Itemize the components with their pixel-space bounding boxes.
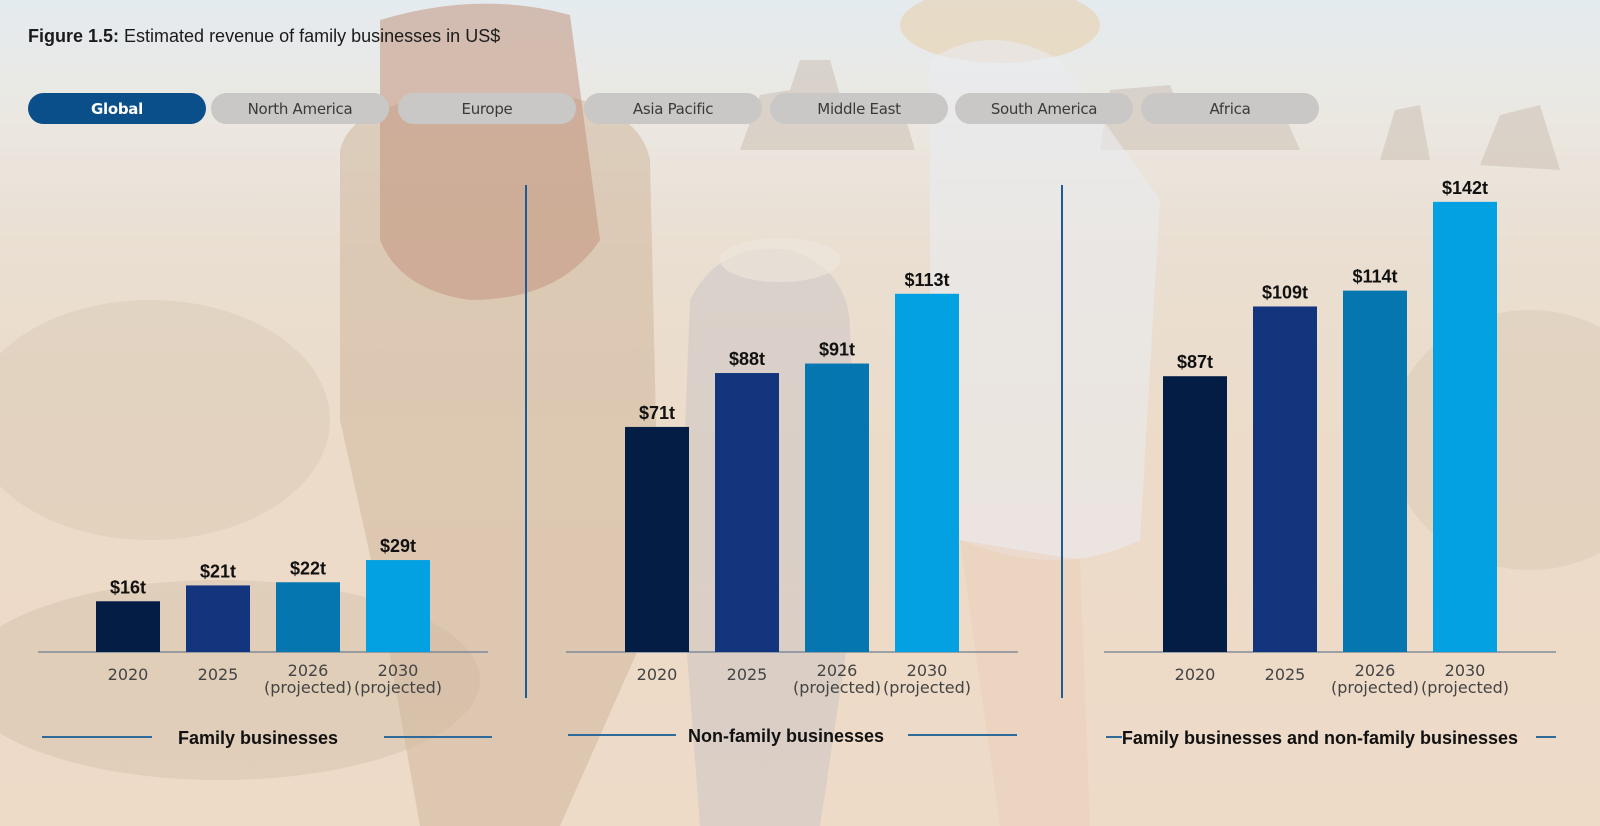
tab-africa[interactable]: Africa [1141, 93, 1319, 124]
bar-2025 [186, 585, 250, 652]
tab-middle-east[interactable]: Middle East [770, 93, 948, 124]
data-label: $113t [904, 270, 949, 290]
bar-2020 [1163, 376, 1227, 652]
tick-label: 2030 (projected) [354, 661, 442, 697]
tick-label: 2025 [1265, 665, 1306, 684]
data-label: $21t [200, 561, 236, 581]
chart-panel-2: $71t 2020 $88t 2025 $91t 2026 (projected) $113t… [566, 270, 1018, 746]
bar-2020 [625, 426, 689, 652]
data-label: $29t [380, 536, 416, 556]
figure-title: Figure 1.5: Estimated revenue of family … [28, 26, 501, 46]
data-label: $88t [729, 349, 765, 369]
bar-2025 [1253, 306, 1317, 652]
data-label: $114t [1352, 267, 1397, 287]
chart-panel-1: $16t 2020 $21t 2025 $22t 2026 (projected) $29t 2… [38, 536, 492, 748]
data-label: $71t [639, 403, 675, 423]
bar-2030 [895, 293, 959, 652]
bar-2026 [805, 363, 869, 652]
tab-europe[interactable]: Europe [398, 93, 576, 124]
data-label: $16t [110, 577, 146, 597]
tick-label: 2020 [637, 665, 678, 684]
tick-label: 2030 (projected) [883, 661, 971, 697]
data-label: $91t [819, 340, 855, 360]
data-label: $142t [1442, 178, 1488, 198]
tab-global[interactable]: Global [28, 93, 206, 124]
tick-label: 2026 (projected) [264, 661, 352, 697]
bar-2030 [1433, 201, 1497, 653]
tick-label: 2020 [108, 665, 149, 684]
bar-2026 [1343, 290, 1407, 652]
tick-label: 2025 [198, 665, 239, 684]
tick-label: 2025 [727, 665, 768, 684]
data-label: $109t [1262, 282, 1308, 302]
panel-title: Family businesses [178, 728, 338, 748]
bar-2030 [366, 560, 430, 652]
tick-label: 2026 (projected) [793, 661, 881, 697]
bar-2026 [276, 582, 340, 652]
tab-asia-pacific[interactable]: Asia Pacific [584, 93, 762, 124]
bar-2025 [715, 373, 779, 652]
tick-label: 2030 (projected) [1421, 661, 1509, 697]
data-label: $87t [1177, 352, 1213, 372]
panel-title: Family businesses and non-family busines… [1122, 728, 1518, 748]
data-label: $22t [290, 558, 326, 578]
tick-label: 2020 [1175, 665, 1216, 684]
tab-north-america[interactable]: North America [211, 93, 389, 124]
bar-2020 [96, 601, 160, 652]
tick-label: 2026 (projected) [1331, 661, 1419, 697]
tab-south-america[interactable]: South America [955, 93, 1133, 124]
panel-title: Non-family businesses [688, 726, 884, 746]
chart-panel-3: $87t 2020 $109t 2025 $114t 2026 (projected) $14… [1104, 178, 1556, 748]
